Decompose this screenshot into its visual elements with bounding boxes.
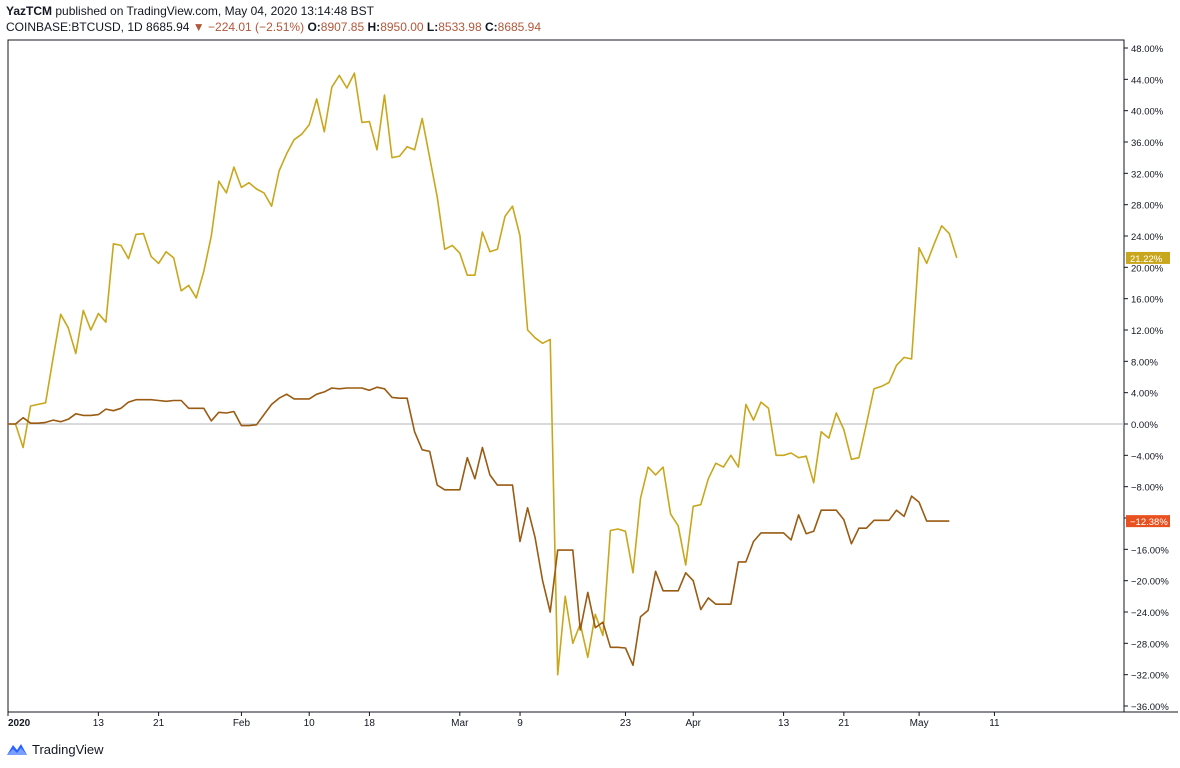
y-tick-label: 24.00% (1131, 232, 1164, 243)
high-value: 8950.00 (380, 20, 424, 34)
y-tick-label: 28.00% (1131, 201, 1164, 212)
price-change: −224.01 (−2.51%) (208, 20, 305, 34)
y-tick-label: 36.00% (1131, 138, 1164, 149)
x-tick-label: Apr (685, 718, 701, 729)
last-price: 8685.94 (146, 20, 190, 34)
low-value: 8533.98 (438, 20, 482, 34)
tradingview-logo-icon (7, 744, 27, 755)
high-label: H: (367, 20, 381, 34)
x-tick-label: 13 (778, 718, 790, 729)
x-tick-label: Mar (451, 718, 469, 729)
last-value-label: 21.22% (1130, 254, 1163, 265)
close-label: C: (484, 20, 498, 34)
y-tick-label: 4.00% (1131, 389, 1158, 400)
close-value: 8685.94 (497, 20, 542, 34)
y-tick-label: 12.00% (1131, 326, 1164, 337)
y-tick-label: 0.00% (1131, 420, 1158, 431)
series-line-brown[interactable] (8, 386, 950, 667)
down-arrow-icon: ▼ (192, 20, 205, 34)
symbol-legend: COINBASE:BTCUSD, 1D 8685.94 ▼ −224.01 (−… (6, 19, 541, 35)
low-label: L: (426, 20, 439, 34)
x-tick-label: 21 (838, 718, 850, 729)
y-tick-label: 20.00% (1131, 263, 1164, 274)
last-value-badge-gold (1126, 251, 1170, 264)
y-tick-label: −4.00% (1131, 451, 1164, 462)
x-tick-label: Feb (233, 718, 251, 729)
open-value: 8907.85 (320, 20, 365, 34)
x-tick-label: 23 (620, 718, 632, 729)
x-tick-label: 21 (153, 718, 165, 729)
footer-brand: TradingView (32, 741, 104, 757)
y-tick-label: −28.00% (1131, 639, 1169, 650)
x-tick-label: 13 (93, 718, 105, 729)
x-tick-label: 2020 (8, 718, 31, 729)
last-value-badge-red (1126, 515, 1170, 528)
y-tick-label: 8.00% (1131, 357, 1158, 368)
y-tick-label: −24.00% (1131, 608, 1169, 619)
y-tick-label: −8.00% (1131, 483, 1164, 494)
series-line-gold[interactable] (8, 72, 958, 676)
y-tick-label: −16.00% (1131, 545, 1169, 556)
y-tick-label: 40.00% (1131, 107, 1164, 118)
author-name[interactable]: YazTCM (6, 4, 53, 18)
y-tick-label: 32.00% (1131, 169, 1164, 180)
open-label: O: (307, 20, 321, 34)
y-tick-label: −36.00% (1131, 702, 1169, 713)
y-tick-label: −20.00% (1131, 577, 1169, 588)
tradingview-footer[interactable]: TradingView (6, 741, 104, 757)
plot-frame (7, 39, 1125, 713)
y-tick-label: 48.00% (1131, 44, 1164, 55)
x-tick-label: 9 (517, 718, 523, 729)
y-tick-label: 16.00% (1131, 295, 1164, 306)
published-text: published on TradingView.com, May 04, 20… (52, 4, 374, 18)
x-tick-label: 18 (364, 718, 376, 729)
x-tick-label: 11 (989, 718, 1000, 729)
y-tick-label: 44.00% (1131, 75, 1164, 86)
x-tick-label: May (910, 718, 929, 729)
x-tick-label: 10 (304, 718, 316, 729)
publish-info: YazTCM published on TradingView.com, May… (6, 3, 374, 19)
symbol-label: COINBASE:BTCUSD, 1D (6, 20, 143, 34)
last-value-label: −12.38% (1130, 517, 1168, 528)
y-tick-label: −32.00% (1131, 671, 1169, 682)
